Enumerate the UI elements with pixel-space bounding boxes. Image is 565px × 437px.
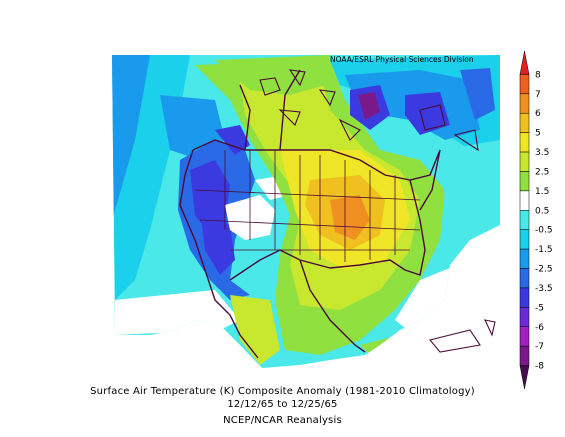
colorbar-tick-label: 1.5 bbox=[535, 187, 549, 197]
colorbar-tick-label: -1.5 bbox=[535, 245, 553, 255]
data-source-credit: NOAA/ESRL Physical Sciences Division bbox=[330, 55, 474, 64]
colorbar-tick-label: 5 bbox=[535, 129, 541, 139]
colorbar-tick-label: 3.5 bbox=[535, 148, 549, 158]
colorbar-tick-label: 6 bbox=[535, 109, 541, 119]
date-range: 12/12/65 to 12/25/65 bbox=[227, 399, 338, 410]
colorbar-swatch bbox=[519, 307, 530, 328]
colorbar-swatch bbox=[519, 171, 530, 192]
colorbar-swatch bbox=[519, 132, 530, 153]
colorbar-tick-label: -2.5 bbox=[535, 265, 553, 275]
colorbar-tick-label: 0.5 bbox=[535, 206, 549, 216]
colorbar-tick-label: 7 bbox=[535, 90, 541, 100]
colorbar-tick-label: -7 bbox=[535, 342, 544, 352]
colorbar-swatch bbox=[519, 50, 530, 75]
colorbar-swatch bbox=[519, 190, 530, 211]
coastline-boundaries bbox=[179, 69, 441, 359]
dataset-name: NCEP/NCAR Reanalysis bbox=[223, 415, 342, 426]
colorbar-tick-label: -0.5 bbox=[535, 226, 553, 236]
colorbar-tick-label: -8 bbox=[535, 362, 544, 372]
colorbar-swatch bbox=[519, 93, 530, 114]
colorbar-tick-label: -6 bbox=[535, 323, 544, 333]
color-scale-bar: 8 7 6 5 3.5 2.5 1.5 0.5 -0.5 -1.5 -2.5 -3.5 -5 -6 -7 -8 bbox=[519, 50, 553, 390]
colorbar-swatch bbox=[519, 287, 530, 308]
colorbar-swatch bbox=[519, 112, 530, 133]
colorbar-swatch bbox=[519, 229, 530, 250]
colorbar-swatch bbox=[519, 365, 530, 390]
map-title: Surface Air Temperature (K) Composite An… bbox=[90, 386, 475, 397]
colorbar-swatch bbox=[519, 151, 530, 172]
colorbar-tick-label: 8 bbox=[535, 70, 541, 80]
colorbar-swatch bbox=[519, 268, 530, 289]
colorbar-swatch bbox=[519, 210, 530, 230]
colorbar-tick-label: -3.5 bbox=[535, 284, 553, 294]
arctic-islands bbox=[259, 69, 496, 353]
colorbar-swatch bbox=[519, 74, 530, 95]
colorbar-swatch bbox=[519, 345, 530, 366]
colorbar-swatch bbox=[519, 326, 530, 347]
colorbar-tick-label: -5 bbox=[535, 303, 544, 313]
colorbar-tick-label: 2.5 bbox=[535, 167, 549, 177]
colorbar-swatch bbox=[519, 248, 530, 269]
temperature-anomaly-field bbox=[112, 55, 500, 368]
state-boundaries bbox=[194, 150, 421, 262]
